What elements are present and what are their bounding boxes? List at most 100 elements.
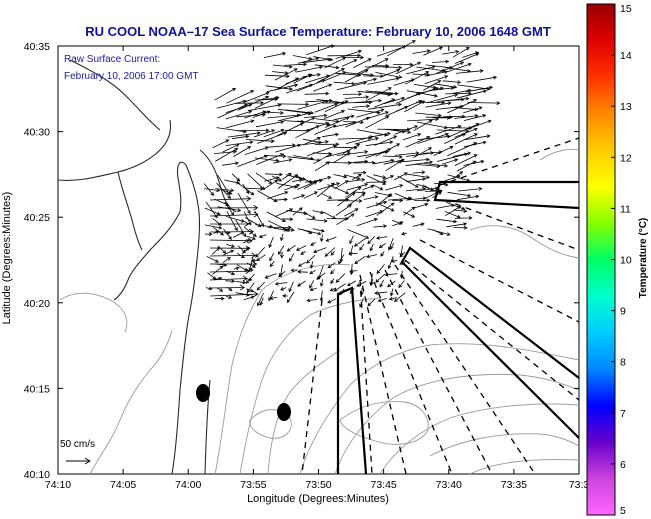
current-vector-head [280,254,284,259]
current-vector-head [478,106,483,110]
current-vector [413,119,433,132]
current-vector [425,102,451,108]
current-vector [447,99,477,114]
current-vector-head [294,83,299,88]
current-vector [264,179,278,190]
current-vector [343,121,364,123]
current-vector-head [253,233,257,237]
current-vector-head [365,254,371,259]
current-vector [443,99,465,102]
current-vector [244,147,269,155]
current-vector [292,194,305,200]
current-vector [245,187,264,190]
current-vector [204,224,222,229]
current-vector [320,290,323,301]
current-vector-head [351,192,356,196]
current-vector-head [360,120,365,125]
current-vector-head [219,288,224,292]
current-vector [353,172,366,174]
current-vector [209,293,258,297]
current-vector [293,155,314,160]
current-vector-head [386,132,391,136]
current-vector-head [399,275,404,279]
current-vector-head [463,222,468,227]
figure-title: RU COOL NOAA–17 Sea Surface Temperature:… [85,24,551,39]
current-vector [309,280,315,289]
current-vector [226,120,254,129]
current-vector [214,88,236,101]
current-vector-head [468,126,473,130]
current-vector [324,57,346,69]
current-vector [216,287,223,292]
current-vector-head [434,86,439,91]
current-vector-head [346,282,351,286]
current-vector [225,110,252,120]
current-vector [454,107,478,111]
current-vector [226,90,254,104]
current-vector-head [398,102,403,107]
current-vector-head [228,191,233,195]
current-vector [422,184,434,191]
current-vector [416,187,439,192]
current-vector-head [288,225,292,230]
current-vector [225,141,253,146]
current-vector-head [362,81,368,85]
current-vector [327,262,336,269]
y-tick-label: 40:15 [24,383,50,395]
current-vector [314,64,339,69]
current-vector [251,259,258,262]
current-vector-head [358,49,362,54]
current-vector [344,174,360,180]
current-vector-head [301,194,306,198]
current-vector-head [230,188,235,193]
current-vector-head [306,259,310,264]
current-vector-head [389,292,394,297]
current-vector-head [335,65,340,70]
current-vector [304,180,323,183]
current-vector-head [265,91,270,96]
current-vector [267,114,301,119]
current-vector-head [426,175,431,179]
current-vector-head [364,183,369,187]
current-vector [373,159,394,165]
current-vector [447,142,477,157]
current-vector [454,128,478,138]
current-vector [453,209,467,212]
current-vector [347,229,369,239]
current-vector-head [463,225,468,230]
current-vector [280,287,287,291]
current-vector-head [250,288,255,293]
current-vector-head [336,182,341,186]
current-vector-head [465,129,470,133]
current-vector [232,135,249,140]
current-vector [365,87,392,102]
current-vector [255,247,265,258]
current-vector [265,85,293,90]
current-vector [454,133,478,145]
current-vector-head [349,240,353,245]
current-vector [316,99,346,104]
current-vector [432,191,442,199]
current-vector [272,64,292,68]
current-vector-head [378,244,383,248]
current-vector [382,155,403,158]
current-vector [345,117,370,128]
current-vector-head [289,217,294,222]
current-vector-head [353,59,358,63]
current-vector [344,160,368,164]
current-vector [312,228,325,232]
current-vector-head [245,292,250,297]
y-tick-label: 40:35 [24,41,50,53]
current-vector-head [268,180,273,184]
current-vector [446,223,467,228]
current-vector-head [278,177,283,182]
current-vector-head [215,230,220,235]
current-vector-head [309,287,314,292]
current-vector-head [398,154,403,159]
current-vector-head [319,282,324,287]
current-vector [222,143,239,153]
current-vector [415,112,442,116]
current-vector [394,125,418,135]
current-vector-head [248,110,253,114]
current-vector [233,231,244,238]
